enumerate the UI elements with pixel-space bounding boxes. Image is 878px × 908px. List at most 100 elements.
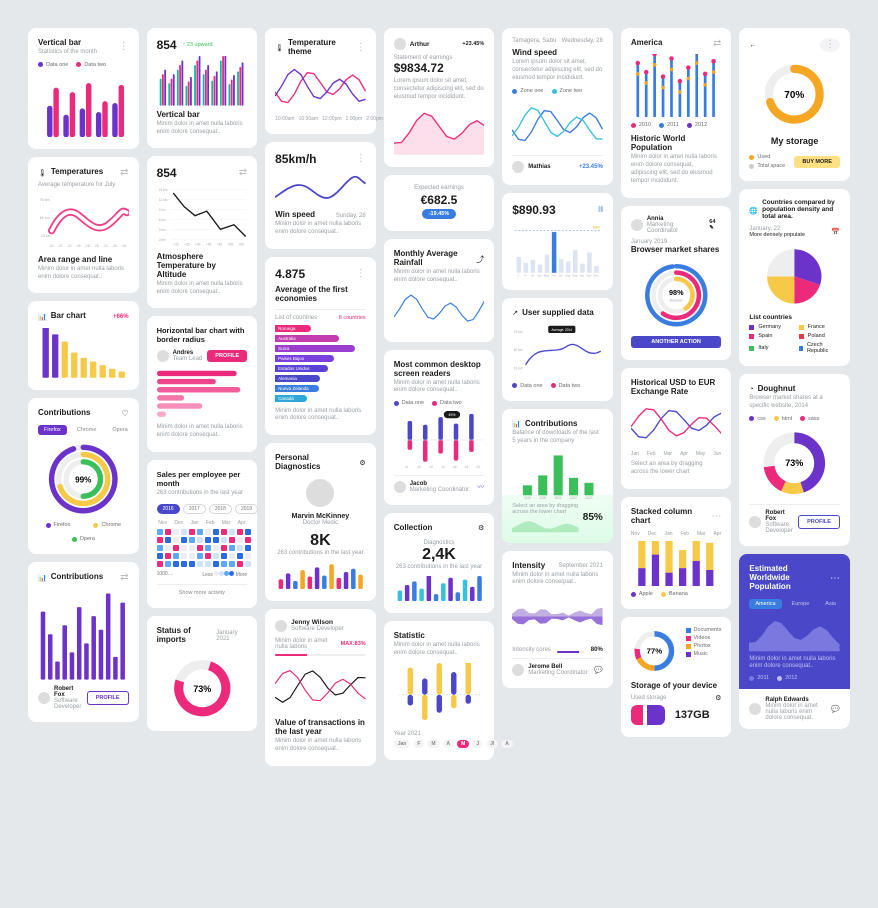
more-icon[interactable]: ⋮: [356, 154, 366, 164]
month-pill[interactable]: Jan: [394, 740, 411, 748]
more-icon[interactable]: ⋮: [356, 269, 366, 279]
gear-icon[interactable]: ⚙: [478, 524, 484, 532]
buy-more-button[interactable]: BUY MORE: [794, 156, 840, 168]
month-pill[interactable]: Jl: [486, 740, 498, 748]
tab[interactable]: Asia: [819, 599, 842, 609]
card-stacked-column: Stacked column chart ⋯ NovDecJanFebMarAp…: [621, 497, 732, 609]
legend-item: html: [774, 416, 792, 422]
tab[interactable]: America: [749, 599, 781, 609]
year-pill[interactable]: 2016: [157, 504, 180, 514]
year-pill[interactable]: 2018: [209, 504, 232, 514]
month-pill[interactable]: F: [413, 740, 424, 748]
year-pill[interactable]: 2019: [235, 504, 258, 514]
pie: [749, 242, 840, 310]
donut-icon: ◔: [749, 386, 753, 393]
svg-text:15 km: 15 km: [158, 189, 167, 193]
svg-text:M: M: [532, 274, 535, 278]
tab[interactable]: Chrome: [71, 425, 103, 435]
filter-icon[interactable]: ⇄: [120, 573, 128, 583]
more-icon[interactable]: ⋮: [356, 43, 366, 53]
year-pill[interactable]: 2017: [183, 504, 206, 514]
profile-button[interactable]: PROFILE: [87, 691, 129, 705]
legend-item: Documents: [686, 627, 722, 633]
bar-row: Noruega: [275, 325, 366, 332]
tab[interactable]: Opera: [106, 425, 133, 435]
card-sales-employee: Sales per employee per month 263 contrib…: [147, 460, 258, 608]
card-contributions-green: 📊Contributions Balance of downloads of t…: [502, 409, 613, 543]
chart: [275, 562, 366, 589]
filter-icon[interactable]: ⇄: [120, 168, 128, 178]
back-icon[interactable]: ←: [749, 42, 756, 49]
avatar: [749, 703, 761, 715]
chart: 49%-8-10-12-14-16-18-20: [394, 411, 485, 470]
donut: 73%: [749, 427, 840, 499]
calendar-icon[interactable]: 📅: [831, 228, 840, 236]
action-button[interactable]: ANOTHER ACTION: [631, 336, 722, 348]
globe-icon: 🌐: [749, 207, 758, 215]
card-854-line: 854 ⇄ 15 km12 km9 km6 km3 km0 km+33+35+4…: [147, 156, 258, 308]
svg-text:May: May: [544, 274, 550, 278]
more-icon[interactable]: ⋯: [711, 512, 721, 522]
more-icon[interactable]: ⋮: [119, 42, 129, 52]
bar-row: Nueva Zelanda: [275, 385, 366, 392]
chat-icon[interactable]: 💬: [831, 705, 840, 713]
month-pill[interactable]: M: [457, 740, 469, 748]
gear-icon[interactable]: ⚙: [715, 694, 721, 702]
svg-text:49%: 49%: [448, 413, 456, 417]
filter-icon[interactable]: ⇄: [713, 39, 721, 49]
legend-item: Photos: [686, 643, 722, 649]
card-temp-theme: 🌡Temperature theme ⋮ 10:00am10:30am12:00…: [265, 28, 376, 134]
bar-row: Paises Bajos: [275, 355, 366, 362]
chart: [157, 368, 248, 418]
legend-item: sass: [800, 416, 819, 422]
share-icon[interactable]: ⤴: [476, 254, 484, 265]
heart-icon[interactable]: ♡: [121, 409, 128, 418]
month-pill[interactable]: M: [427, 740, 439, 748]
svg-text:Aug: Aug: [566, 274, 571, 278]
edit-button[interactable]: 64 ✎: [709, 219, 721, 231]
card-854-spark: 854 ↑ 23 upward Vertical bar Minim dolor…: [147, 28, 258, 148]
chart: 73%: [157, 652, 248, 720]
avatar: [394, 38, 406, 50]
svg-text:MAX: MAX: [593, 226, 601, 230]
card-statistic: Statistic Minim dolor in amet nulla labo…: [384, 621, 495, 760]
bar-icon[interactable]: ⫾⫾: [598, 206, 602, 214]
svg-text:9 km: 9 km: [158, 209, 165, 213]
tab[interactable]: Europe: [786, 599, 816, 609]
tab[interactable]: Firefox: [38, 425, 67, 435]
avatar: [512, 161, 524, 173]
svg-text:Nov: Nov: [587, 274, 592, 278]
chart: [275, 62, 366, 112]
chart: [631, 54, 722, 117]
chat-icon[interactable]: 💬: [594, 666, 603, 674]
more-icon[interactable]: ⋮: [820, 38, 840, 52]
filter-icon[interactable]: ⇄: [239, 168, 247, 178]
legend-item: Banana: [661, 591, 688, 597]
chart: 70 km60 km-10 km-20-22-24-26-28-25-22-20…: [38, 190, 129, 249]
title: Vertical bar: [38, 38, 97, 47]
profile-button[interactable]: PROFILE: [207, 350, 247, 362]
month-pill[interactable]: A: [443, 740, 455, 748]
svg-text:70 km: 70 km: [40, 198, 50, 202]
chart: 20192020202120222023: [512, 450, 603, 500]
card-status-imports: Status of imports January 2021 73%: [147, 616, 258, 732]
svg-text:F: F: [525, 274, 527, 278]
bar-icon: 📊: [512, 420, 521, 428]
card-expected-earnings: Expected earnings €682.5 -19.45%: [384, 175, 495, 231]
gear-icon[interactable]: ⚙: [359, 459, 365, 467]
chart: 98%Browser: [631, 259, 722, 331]
card-jenny-wilson: Jenny Wilson Software Developer Minim do…: [265, 609, 376, 765]
svg-text:Oct: Oct: [580, 274, 584, 278]
card-user-supplied: ↗User supplied data 70 km50 km10 kmAvera…: [502, 298, 613, 401]
bar-icon: 📊: [38, 313, 47, 321]
month-pill[interactable]: A: [501, 740, 513, 748]
card-browser-shares: Annia Marketing Coordinator 64 ✎ January…: [621, 206, 732, 360]
more-icon[interactable]: ⋯: [830, 574, 840, 584]
month-pill[interactable]: J: [472, 740, 483, 748]
svg-text:73%: 73%: [193, 683, 211, 693]
chart: [38, 589, 129, 680]
bar-row: Estados Unidos: [275, 365, 366, 372]
chart: [512, 100, 603, 150]
show-more-link[interactable]: Show more activity: [157, 584, 248, 596]
profile-button[interactable]: PROFILE: [798, 515, 840, 529]
